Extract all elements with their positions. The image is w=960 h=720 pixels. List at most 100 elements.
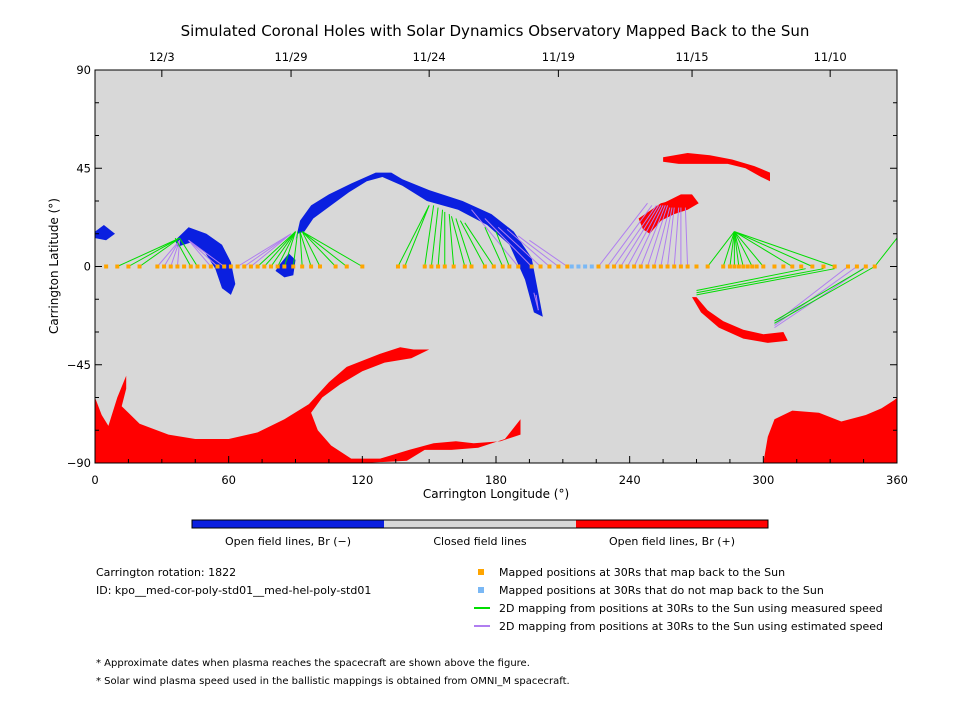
- legend-label-maps-back: Mapped positions at 30Rs that map back t…: [499, 566, 785, 579]
- mapped-point-maps-back: [162, 264, 167, 269]
- mapped-point-maps-back: [781, 264, 786, 269]
- model-id: ID: kpo__med-cor-poly-std01__med-hel-pol…: [96, 584, 371, 597]
- chart-title: Simulated Coronal Holes with Solar Dynam…: [181, 22, 810, 40]
- mapped-point-maps-back: [638, 264, 643, 269]
- mapping-line-measured: [257, 231, 296, 267]
- mapped-point-maps-back: [291, 264, 296, 269]
- mapped-point-no-map-back: [569, 264, 574, 269]
- mapping-line-measured: [301, 231, 348, 267]
- legend-marker-no-map-back: [478, 587, 484, 593]
- mapping-line-estimated: [506, 229, 550, 267]
- colorbar-frame: [191, 519, 769, 529]
- mapping-line-measured: [774, 268, 864, 322]
- mapping-line-estimated: [484, 218, 533, 267]
- mapped-point-maps-back: [547, 264, 552, 269]
- mapped-point-maps-back: [275, 264, 280, 269]
- coronal-hole-negative: [175, 227, 236, 295]
- mapped-point-maps-back: [115, 264, 120, 269]
- mapping-line-measured: [696, 268, 835, 296]
- mapped-point-maps-back: [318, 264, 323, 269]
- legend-label-measured: 2D mapping from positions at 30Rs to the…: [499, 602, 883, 615]
- mapped-point-maps-back: [821, 264, 826, 269]
- mapped-point-maps-back: [268, 264, 273, 269]
- top-date-label: 12/3: [149, 50, 175, 64]
- mapping-line-estimated: [188, 239, 212, 267]
- mapped-point-maps-back: [442, 264, 447, 269]
- mapping-line-estimated: [633, 205, 664, 267]
- mapped-point-maps-back: [333, 264, 338, 269]
- mapping-line-measured: [734, 231, 813, 267]
- mapped-point-maps-back: [538, 264, 543, 269]
- mapping-line-measured: [263, 231, 296, 267]
- mapping-line-measured: [733, 231, 744, 267]
- mapped-point-maps-back: [195, 264, 200, 269]
- mapping-line-estimated: [243, 233, 292, 267]
- axis-ticks: 0 60 120 180 240 300 360 90 45 0 −45 −90 12/3 11/29 11…: [67, 50, 908, 487]
- y-tick-label: −90: [67, 456, 91, 470]
- mapped-point-maps-back: [104, 264, 109, 269]
- mapped-point-maps-back: [736, 264, 741, 269]
- mapped-point-maps-back: [395, 264, 400, 269]
- mapped-point-maps-back: [222, 264, 227, 269]
- mapped-point-maps-back: [137, 264, 142, 269]
- mapping-line-estimated: [497, 226, 541, 267]
- mapped-point-maps-back: [854, 264, 859, 269]
- mapping-line-measured: [277, 231, 296, 267]
- mapping-line-measured: [424, 205, 435, 267]
- measured-speed-mappings: [117, 205, 898, 324]
- mapped-point-maps-back: [507, 264, 512, 269]
- mapped-point-maps-back: [727, 264, 732, 269]
- mapping-line-measured: [696, 268, 824, 294]
- top-date-label: 11/15: [675, 50, 708, 64]
- mapping-line-measured: [459, 220, 486, 267]
- mapping-line-measured: [874, 237, 898, 267]
- footnote-dates: * Approximate dates when plasma reaches …: [96, 658, 530, 669]
- mapped-point-maps-back: [652, 264, 657, 269]
- mapped-point-maps-back: [429, 264, 434, 269]
- coronal-hole-positive: [95, 347, 521, 463]
- x-axis-label: Carrington Longitude (°): [423, 487, 569, 501]
- mapped-point-maps-back: [863, 264, 868, 269]
- y-tick-label: −45: [67, 358, 91, 372]
- mapped-point-maps-back: [126, 264, 131, 269]
- mapped-point-maps-back: [705, 264, 710, 269]
- x-tick-label: 360: [886, 473, 908, 487]
- mapped-point-maps-back: [235, 264, 240, 269]
- footnote-speed: * Solar wind plasma speed used in the ba…: [96, 676, 570, 687]
- mapped-point-maps-back: [529, 264, 534, 269]
- mapped-point-maps-back: [228, 264, 233, 269]
- coronal-hole-positive: [692, 297, 788, 343]
- mapping-line-measured: [733, 231, 753, 267]
- y-tick-label: 45: [76, 161, 91, 175]
- mapping-line-estimated: [250, 233, 292, 267]
- mapping-line-measured: [117, 237, 180, 267]
- colorbar-label-negative: Open field lines, Br (−): [225, 535, 351, 548]
- mapped-point-maps-back: [645, 264, 650, 269]
- mapping-line-measured: [455, 218, 472, 267]
- top-date-label: 11/24: [413, 50, 446, 64]
- mapped-point-maps-back: [678, 264, 683, 269]
- mapped-point-maps-back: [451, 264, 456, 269]
- mapped-point-maps-back: [625, 264, 630, 269]
- x-tick-label: 180: [485, 473, 507, 487]
- mapping-line-estimated: [237, 233, 292, 267]
- mapping-line-measured: [270, 231, 296, 267]
- mapped-point-maps-back: [632, 264, 637, 269]
- mapped-point-maps-back: [309, 264, 314, 269]
- colorbar-label-positive: Open field lines, Br (+): [609, 535, 735, 548]
- colorbar-negative: [192, 520, 384, 528]
- mapping-line-measured: [292, 231, 299, 267]
- mapping-line-measured: [450, 216, 466, 267]
- mapping-line-measured: [707, 231, 735, 267]
- mapped-point-maps-back: [462, 264, 467, 269]
- mapped-point-maps-back: [754, 264, 759, 269]
- mapping-line-measured: [283, 231, 296, 267]
- mapped-point-maps-back: [790, 264, 795, 269]
- mapped-point-maps-back: [612, 264, 617, 269]
- mapped-point-maps-back: [665, 264, 670, 269]
- mapping-line-measured: [734, 231, 835, 267]
- mapped-point-no-map-back: [576, 264, 581, 269]
- mapped-point-maps-back: [360, 264, 365, 269]
- mapped-point-maps-back: [491, 264, 496, 269]
- y-tick-label: 90: [76, 63, 91, 77]
